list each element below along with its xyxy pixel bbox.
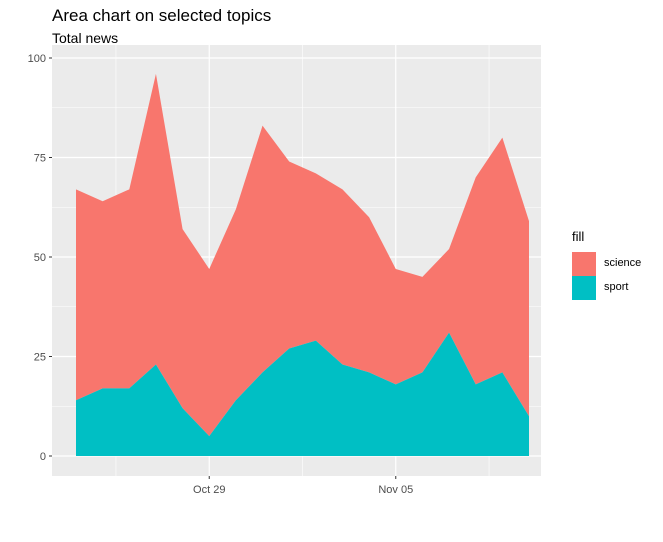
legend-key-science (572, 252, 596, 276)
legend-title: fill (572, 229, 585, 244)
legend-label-science: science (604, 257, 642, 269)
area-science (76, 73, 529, 437)
legend-item-science: science (572, 252, 662, 276)
area-sport (76, 332, 529, 456)
y-tick-label: 25 (34, 352, 46, 364)
y-tick-label: 100 (28, 53, 46, 65)
chart-subtitle: Total news (52, 30, 119, 46)
legend-item-sport: sport (572, 276, 662, 300)
x-tick-label: Oct 29 (193, 484, 225, 496)
axes: 0 25 50 75 100 Oct 29 Nov 05 (28, 53, 414, 496)
chart-title: Area chart on selected topics (52, 6, 272, 25)
legend-label-sport: sport (604, 281, 629, 293)
y-tick-label: 50 (34, 252, 46, 264)
series-areas (76, 73, 529, 456)
y-tick-label: 0 (40, 451, 46, 463)
legend-key-sport (572, 276, 596, 300)
x-tick-label: Nov 05 (378, 484, 413, 496)
y-tick-label: 75 (34, 153, 46, 165)
